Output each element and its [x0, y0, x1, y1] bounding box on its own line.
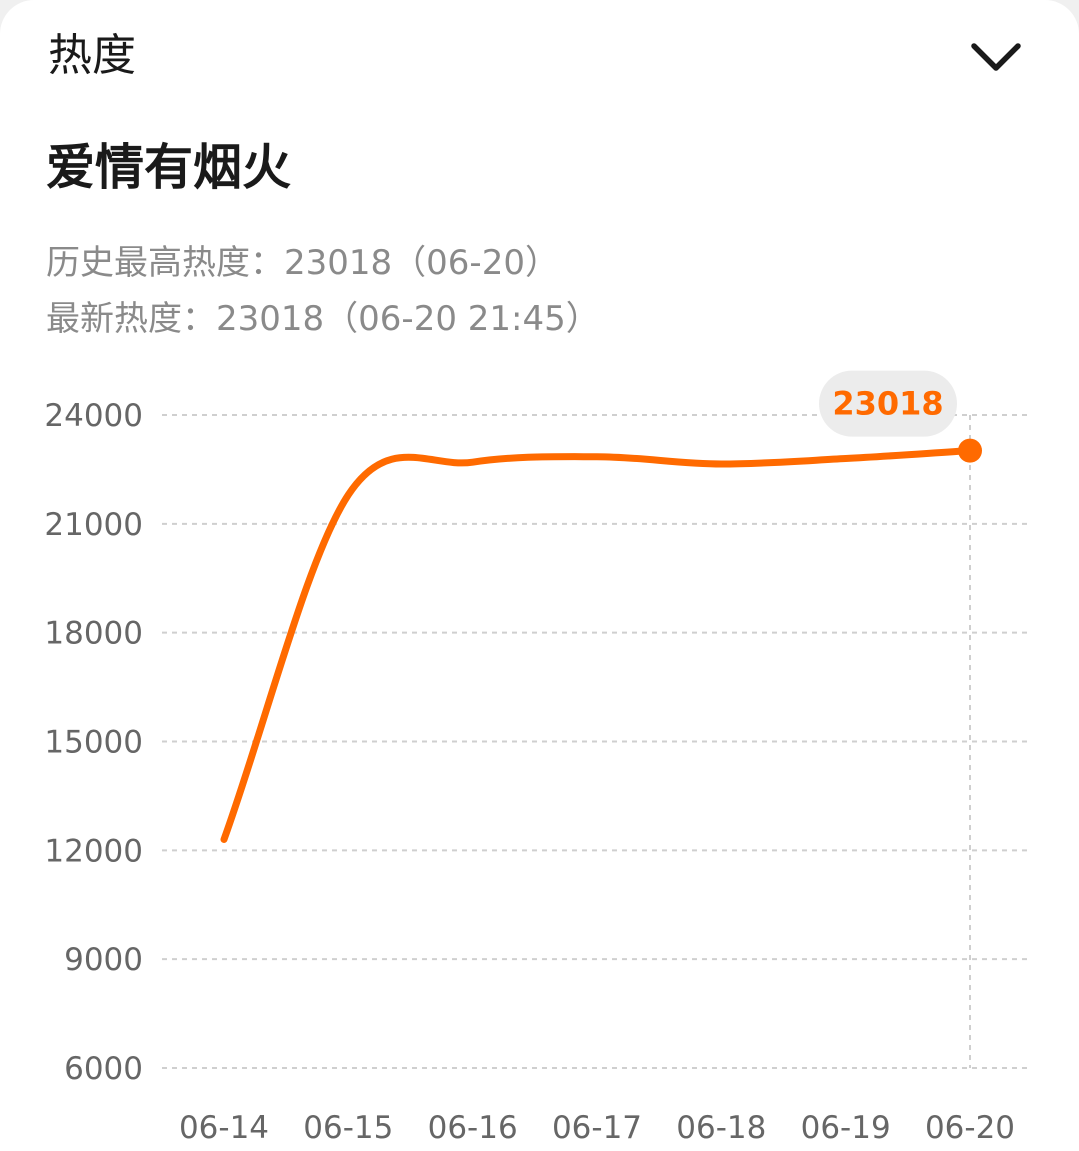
value-tooltip: [819, 370, 957, 437]
y-tick-label: 9000: [64, 942, 143, 978]
latest-heat-text: 最新热度：23018（06-20 21:45）: [46, 299, 600, 339]
x-tick-label: 06-16: [428, 1110, 518, 1146]
y-tick-label: 6000: [64, 1051, 143, 1087]
x-tick-label: 06-19: [801, 1110, 891, 1146]
x-tick-label: 06-14: [179, 1110, 269, 1146]
value-tooltip-label: 23018: [832, 385, 943, 423]
y-tick-label: 18000: [44, 616, 143, 652]
y-tick-label: 24000: [44, 398, 143, 434]
y-tick-label: 12000: [44, 833, 143, 869]
highlight-point: [958, 438, 982, 463]
x-tick-label: 06-18: [676, 1110, 766, 1146]
y-tick-label: 21000: [44, 507, 143, 543]
series-line: [220, 447, 974, 843]
y-tick-label: 15000: [44, 725, 143, 761]
peak-heat-text: 历史最高热度：23018（06-20）: [46, 243, 559, 283]
chevron-down-icon[interactable]: [964, 30, 1028, 82]
section-title: 热度: [48, 30, 136, 81]
x-tick-label: 06-15: [303, 1110, 393, 1146]
song-title: 爱情有烟火: [46, 139, 292, 196]
x-tick-label: 06-17: [552, 1110, 642, 1146]
x-tick-label: 06-20: [925, 1110, 1015, 1146]
